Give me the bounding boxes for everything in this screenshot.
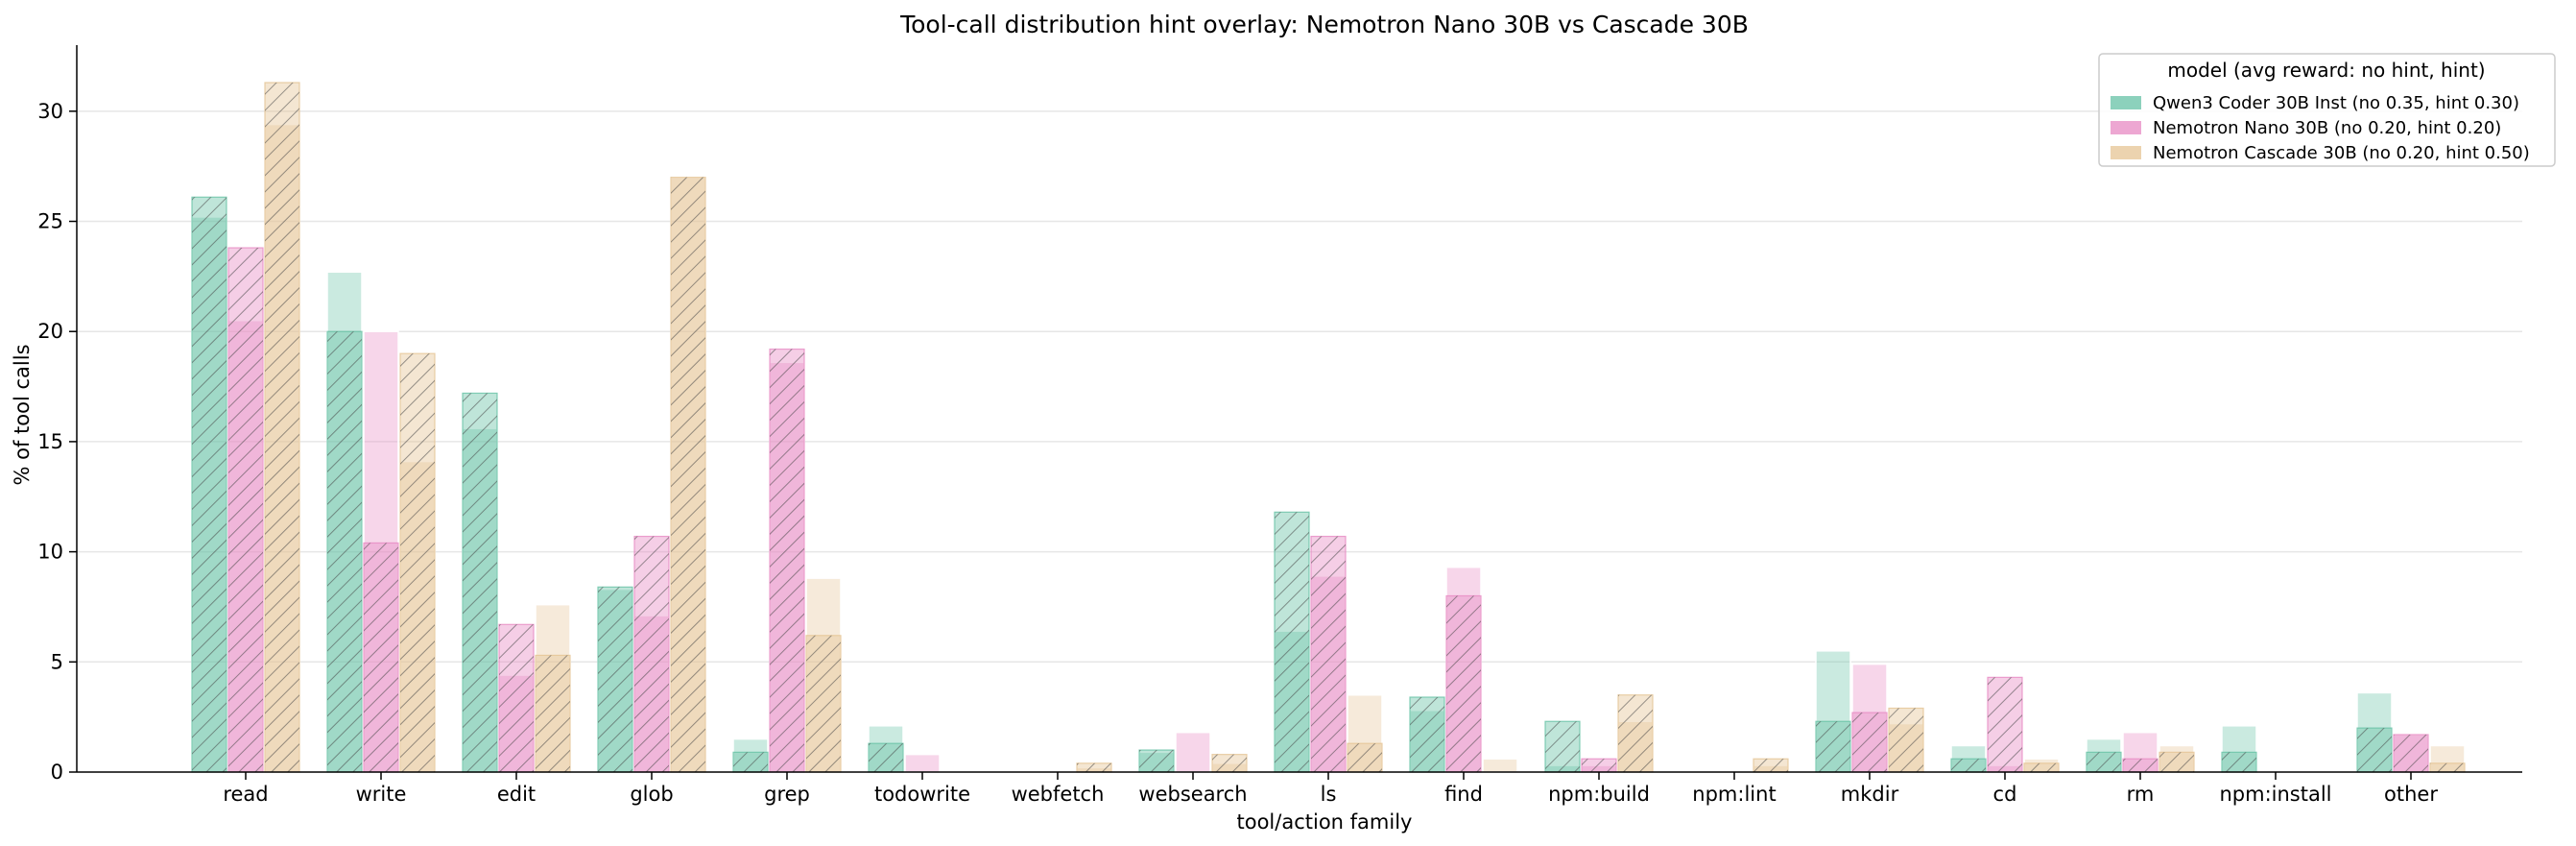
legend-swatch [2111,146,2141,159]
bar-hint-hatch [869,743,903,772]
bar-hint-hatch [364,543,398,772]
bar-hint-hatch [1311,536,1346,772]
legend-frame [2098,53,2556,167]
y-tick-label: 0 [51,761,63,784]
bar-hint-hatch [2394,735,2428,772]
bar-hint-hatch [228,248,263,772]
bar-hint-hatch [2357,728,2392,772]
bar-hint-hatch [806,635,841,772]
bar-hint-hatch [1275,512,1309,772]
bar-hint-hatch [1816,721,1850,772]
bar-hint-hatch [1889,708,1923,772]
x-tick-label: write [356,783,407,806]
bar-hint-hatch [1212,754,1247,772]
x-tick-label: read [223,783,268,806]
bar-hint-hatch [733,752,768,772]
y-axis-label: % of tool calls [11,344,34,485]
bar-hint-hatch [1582,759,1616,772]
bar-no-hint [1175,731,1211,773]
x-tick-label: websearch [1138,783,1247,806]
legend-entry-label: Nemotron Cascade 30B (no 0.20, hint 0.50… [2153,143,2530,163]
bar-hint-hatch [463,393,497,772]
bar-hint-hatch [1545,721,1580,772]
chart-title: Tool-call distribution hint overlay: Nem… [899,11,1749,38]
bar-hint-hatch [598,587,632,772]
bar-hint-hatch [1077,762,1111,772]
x-tick-label: npm:install [2219,783,2331,806]
y-tick-label: 5 [51,650,63,673]
x-tick-label: rm [2127,783,2155,806]
x-tick-label: grep [764,783,810,806]
bar-hint-hatch [327,331,362,772]
bar-hint-hatch [400,353,435,772]
y-tick-label: 30 [37,100,63,123]
bar-hint-hatch [770,349,804,772]
x-tick-label: npm:lint [1692,783,1776,806]
legend-title: model (avg reward: no hint, hint) [2167,59,2485,82]
legend: model (avg reward: no hint, hint) Qwen3 … [2098,53,2556,167]
bar-hint-hatch [1951,759,1986,772]
bar-hint-hatch [2222,752,2256,772]
legend-swatch [2111,96,2141,109]
bar-hint-hatch [671,177,705,773]
x-tick-label: npm:build [1548,783,1650,806]
bar-hint-hatch [2159,752,2194,772]
bar-hint-hatch [1988,677,2022,772]
y-tick-label: 20 [37,320,63,343]
legend-entry-label: Qwen3 Coder 30B Inst (no 0.35, hint 0.30… [2153,93,2519,113]
x-tick-label: mkdir [1841,783,1899,806]
bar-hint-hatch [192,197,227,773]
bars-layer [191,82,2466,773]
y-tick-label: 15 [37,430,63,453]
x-tick-label: cd [1993,783,2017,806]
legend-swatch [2111,121,2141,134]
bar-hint-hatch [499,624,534,772]
bar-hint-hatch [2430,762,2465,772]
bar-no-hint [1482,758,1518,773]
bar-hint-hatch [1446,595,1481,772]
axes-layer [76,45,2522,773]
bar-hint-hatch [1753,759,1788,772]
x-tick-label: edit [497,783,536,806]
legend-entries: Qwen3 Coder 30B Inst (no 0.35, hint 0.30… [2111,93,2530,163]
x-tick-label: other [2384,783,2438,806]
bar-hint-hatch [2087,752,2121,772]
bar-hint-hatch [2024,762,2059,772]
x-tick-label: todowrite [874,783,970,806]
bar-hint-hatch [1852,713,1887,772]
bar-hint-hatch [1348,743,1382,772]
y-tick-label: 10 [37,541,63,564]
y-tick-label: 25 [37,210,63,233]
x-tick-label: webfetch [1012,783,1105,806]
bar-hint-hatch [2123,759,2158,772]
bar-hint-hatch [1618,694,1653,772]
x-axis-label: tool/action family [1237,810,1413,834]
legend-entry-label: Nemotron Nano 30B (no 0.20, hint 0.20) [2153,118,2501,138]
x-tick-label: ls [1321,783,1337,806]
bar-hint-hatch [1139,750,1174,772]
bar-no-hint [904,753,941,773]
bar-hint-hatch [634,536,669,772]
bar-hint-hatch [536,655,570,772]
x-tick-label: glob [630,783,673,806]
bar-hint-hatch [265,82,299,773]
ticks-layer: 0 5 10 15 20 25 30 read write edit glob grep todowri… [37,100,2438,806]
x-tick-label: find [1444,783,1483,806]
bar-hint-hatch [1410,697,1444,772]
